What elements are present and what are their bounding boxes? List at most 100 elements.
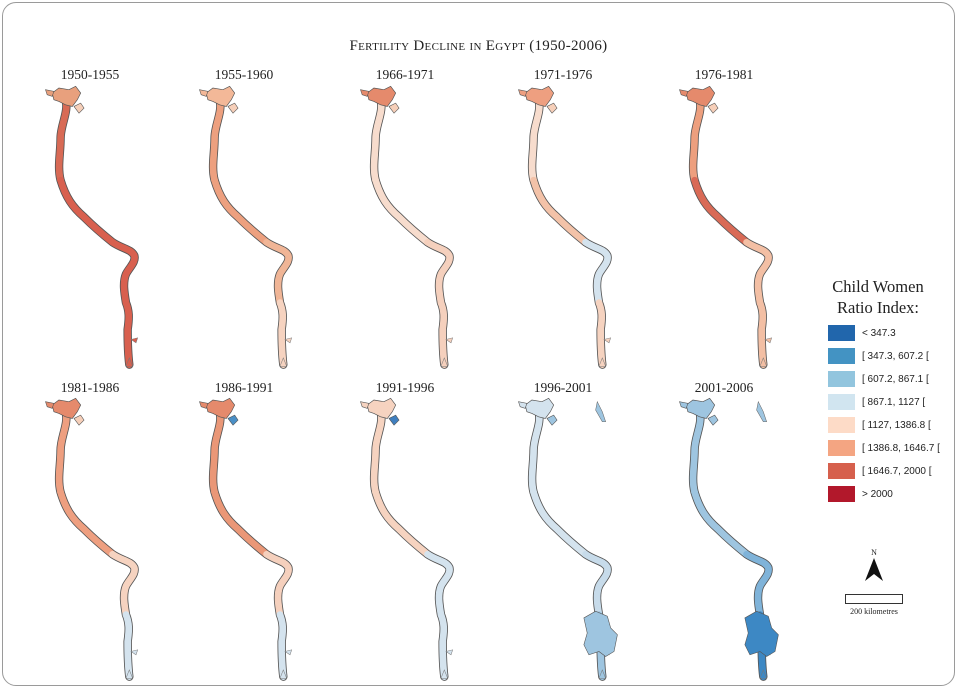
nile-segment (211, 176, 270, 246)
southern-governorate (583, 610, 618, 657)
panel-period-label: 1981-1986 (60, 380, 120, 395)
nile-segment (424, 238, 453, 306)
nile-delta (205, 85, 236, 107)
legend-item: < 347.3 (828, 323, 940, 343)
legend-item: [ 1127, 1386.8 [ (828, 415, 940, 435)
north-label: N (871, 548, 877, 557)
nile-segment (528, 408, 543, 496)
legend-label: [ 607.2, 867.1 [ (862, 373, 929, 385)
nile-segment (122, 611, 133, 680)
nile-segment (437, 611, 448, 680)
canal-zone (546, 102, 558, 114)
panel-period-label: 1955-1960 (214, 67, 274, 82)
canal-zone (227, 414, 239, 426)
panel-period-label: 1966-1971 (375, 67, 435, 82)
nile-segment (689, 408, 704, 496)
nile-segment (582, 238, 611, 306)
legend-title: Child Women Ratio Index: (818, 276, 938, 318)
panel-period-label: 1976-1981 (694, 67, 754, 82)
legend-label: [ 1646.7, 2000 [ (862, 465, 932, 477)
nile-segment (691, 176, 750, 246)
legend-title-line2: Ratio Index: (836, 298, 920, 317)
nile-segment (424, 550, 453, 618)
legend-swatch (828, 371, 855, 387)
legend-swatch (828, 440, 855, 456)
canal-zone (73, 102, 85, 114)
nile-map-1976-1981 (679, 85, 773, 369)
canal-zone (707, 102, 719, 114)
legend-label: [ 347.3, 607.2 [ (862, 350, 929, 362)
nile-segment (122, 299, 133, 368)
panel-period-label: 1996-2001 (533, 380, 593, 395)
nile-segment (263, 550, 292, 618)
legend-title-line1: Child Women (832, 277, 924, 296)
nile-delta (51, 85, 82, 107)
panel-period-label: 2001-2006 (694, 380, 754, 395)
scale-label: 200 kilometres (850, 607, 898, 616)
nile-segment (370, 96, 385, 184)
nile-map-1966-1971 (360, 85, 454, 369)
nile-map-1981-1986 (45, 397, 139, 681)
north-arrow-icon (865, 558, 883, 581)
nile-segment (55, 96, 70, 184)
nile-map-1996-2001 (518, 397, 618, 681)
canal-zone (388, 414, 400, 426)
legend-item: [ 1646.7, 2000 [ (828, 461, 940, 481)
legend-label: [ 1127, 1386.8 [ (862, 419, 931, 431)
legend-item: > 2000 (828, 484, 940, 504)
canal-zone (707, 414, 719, 426)
panel-period-label: 1991-1996 (375, 380, 435, 395)
nile-delta (205, 397, 236, 419)
nile-segment (743, 238, 772, 306)
nile-segment (211, 488, 270, 558)
canal-zone (388, 102, 400, 114)
nile-delta (524, 397, 555, 419)
nile-map-1991-1996 (360, 397, 454, 681)
nile-segment (595, 299, 606, 368)
nile-segment (57, 176, 116, 246)
sinai-fragment (756, 400, 768, 423)
nile-map-1971-1976 (518, 85, 612, 369)
nile-segment (530, 176, 589, 246)
scale-bar (845, 594, 903, 604)
nile-segment (691, 488, 750, 558)
canal-zone (227, 102, 239, 114)
canal-zone (546, 414, 558, 426)
nile-map-1950-1955 (45, 85, 139, 369)
nile-segment (530, 488, 589, 558)
legend: < 347.3 [ 347.3, 607.2 [ [ 607.2, 867.1 [ [… (828, 323, 940, 507)
panel-period-label: 1950-1955 (60, 67, 120, 82)
nile-segment (109, 238, 138, 306)
nile-segment (209, 408, 224, 496)
nile-delta (524, 85, 555, 107)
panel-period-label: 1986-1991 (214, 380, 274, 395)
nile-segment (689, 96, 704, 184)
legend-swatch (828, 325, 855, 341)
nile-segment (209, 96, 224, 184)
nile-segment (756, 299, 767, 368)
nile-segment (55, 408, 70, 496)
nile-segment (370, 408, 385, 496)
legend-label: < 347.3 (862, 327, 896, 339)
nile-map-1986-1991 (199, 397, 293, 681)
nile-segment (437, 299, 448, 368)
legend-item: [ 347.3, 607.2 [ (828, 346, 940, 366)
north-arrow: N (862, 548, 886, 588)
nile-map-2001-2006 (679, 397, 779, 681)
sinai-fragment (595, 400, 607, 423)
legend-swatch (828, 394, 855, 410)
nile-delta (51, 397, 82, 419)
nile-segment (372, 488, 431, 558)
nile-delta (685, 397, 716, 419)
nile-map-1955-1960 (199, 85, 293, 369)
legend-item: [ 1386.8, 1646.7 [ (828, 438, 940, 458)
canal-zone (73, 414, 85, 426)
legend-label: [ 867.1, 1127 [ (862, 396, 926, 408)
nile-delta (366, 85, 397, 107)
panel-period-label: 1971-1976 (533, 67, 593, 82)
legend-label: > 2000 (862, 488, 893, 500)
nile-delta (685, 85, 716, 107)
nile-segment (582, 550, 611, 618)
nile-delta (366, 397, 397, 419)
